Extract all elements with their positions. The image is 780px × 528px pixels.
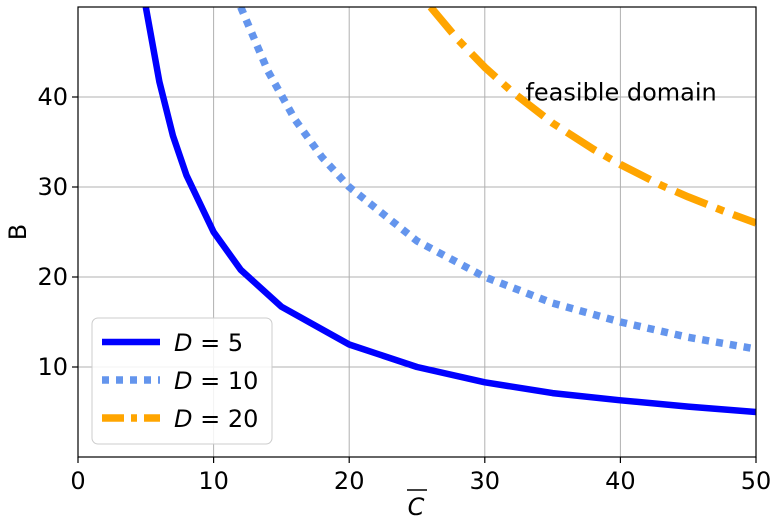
- ticks: 0 10 20 30 40 50 10 20 30 40: [37, 83, 771, 495]
- series-line-1: [237, 7, 756, 353]
- y-tick-label: 10: [37, 353, 68, 381]
- series-line-0: [142, 7, 756, 416]
- plot-frame: [77, 6, 757, 458]
- x-tick-label: 50: [741, 467, 772, 495]
- x-tick-label: 20: [334, 467, 365, 495]
- annotation-feasible-domain: feasible domain: [525, 79, 716, 107]
- x-tick-label: 30: [470, 467, 501, 495]
- series-layer: [142, 7, 756, 416]
- legend-label-0: D = 5: [174, 329, 243, 357]
- legend: D = 5 D = 10 D = 20: [91, 317, 273, 445]
- legend-box: [91, 317, 273, 445]
- legend-label-1: D = 10: [174, 367, 258, 395]
- y-tick-label: 40: [37, 83, 68, 111]
- x-axis-label: C: [407, 489, 427, 521]
- x-tick-label: 0: [70, 467, 85, 495]
- x-tick-label: 10: [198, 467, 229, 495]
- legend-label-2: D = 20: [174, 405, 258, 433]
- x-tick-label: 40: [605, 467, 636, 495]
- y-tick-label: 20: [37, 263, 68, 291]
- y-tick-label: 30: [37, 173, 68, 201]
- series-line-2: [427, 7, 756, 227]
- x-axis-label-text: C: [408, 493, 425, 521]
- y-axis-label: B: [4, 224, 32, 240]
